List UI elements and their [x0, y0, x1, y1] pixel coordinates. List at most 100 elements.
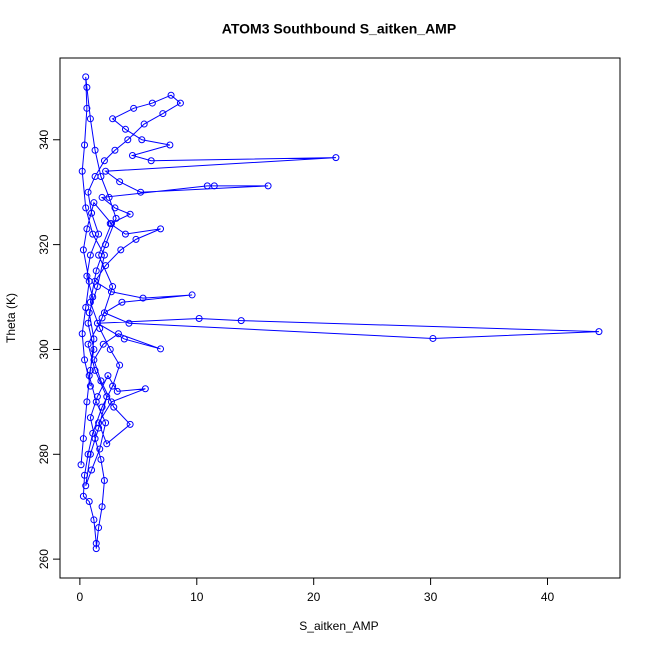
data-point [100, 477, 108, 484]
data-point [83, 83, 91, 91]
data-point [81, 356, 89, 364]
data-point [91, 146, 99, 154]
data-point [92, 539, 100, 547]
data-point [85, 309, 93, 317]
data-point [137, 188, 145, 196]
data-point [78, 330, 86, 338]
data-point [92, 398, 100, 406]
data-point [90, 356, 98, 364]
data-point [79, 492, 87, 500]
data-point [103, 440, 111, 448]
data-point [139, 294, 147, 302]
x-tick-label: 0 [77, 590, 84, 604]
data-point [91, 172, 99, 180]
data-point [429, 334, 437, 342]
data-point [116, 178, 124, 186]
data-point [113, 387, 121, 395]
y-axis-label: Theta (K) [4, 293, 18, 343]
data-point [264, 182, 272, 190]
data-point [81, 141, 89, 149]
data-point [126, 210, 134, 218]
data-point [104, 372, 112, 380]
data-point [210, 182, 218, 190]
data-point [95, 251, 103, 259]
x-tick-label: 20 [307, 590, 321, 604]
data-point [159, 110, 167, 118]
data-point [118, 298, 126, 306]
data-point [89, 293, 97, 301]
data-point [147, 157, 155, 165]
x-tick-label: 40 [541, 590, 555, 604]
data-point [81, 471, 89, 479]
data-point [112, 214, 120, 222]
data-point [99, 340, 107, 348]
data-point [109, 283, 117, 291]
data-point [84, 319, 92, 327]
data-point [120, 335, 128, 343]
data-point [88, 209, 96, 217]
data-point [85, 497, 93, 505]
data-point [107, 288, 115, 296]
data-point [92, 545, 100, 553]
data-point [109, 115, 117, 123]
data-point [97, 377, 105, 385]
x-tick-label: 30 [424, 590, 438, 604]
data-point [128, 152, 136, 159]
data-point [98, 503, 106, 511]
data-point [132, 235, 140, 243]
data-point [93, 319, 101, 327]
data-point [83, 398, 91, 406]
data-point [140, 120, 148, 128]
data-point [93, 393, 101, 401]
data-point [105, 193, 113, 201]
data-point [107, 220, 115, 228]
data-point [82, 73, 90, 81]
data-point [102, 241, 110, 249]
data-point [237, 317, 245, 325]
x-tick-label: 10 [190, 590, 204, 604]
data-point [82, 482, 90, 490]
data-point [86, 382, 94, 390]
data-point [88, 466, 96, 474]
data-point [86, 115, 94, 123]
data-point [84, 340, 92, 348]
data-point [98, 193, 106, 201]
data-point [126, 420, 134, 428]
data-point [138, 136, 146, 144]
data-point [90, 516, 98, 524]
data-point [79, 246, 87, 254]
data-point [125, 319, 133, 327]
data-point [157, 345, 165, 353]
data-point [109, 382, 117, 390]
data-point [91, 435, 99, 443]
series-line [80, 76, 599, 549]
data-point [90, 335, 98, 343]
data-point [91, 366, 99, 374]
data-point [166, 141, 174, 149]
data-point [111, 204, 119, 212]
data-point [121, 230, 129, 238]
data-point [77, 461, 85, 469]
data-point [130, 104, 138, 112]
data-point [141, 385, 149, 393]
data-point [78, 167, 86, 175]
data-point [86, 366, 94, 374]
y-tick-label: 320 [37, 234, 51, 254]
chart-title: ATOM3 Southbound S_aitken_AMP [222, 21, 456, 37]
data-point [83, 104, 91, 112]
data-point [98, 403, 106, 411]
plot-frame [59, 57, 621, 579]
data-point [95, 419, 103, 427]
y-tick-label: 340 [37, 129, 51, 149]
data-point [203, 182, 211, 190]
data-point [90, 199, 98, 207]
data-point [102, 419, 110, 427]
data-point [106, 345, 114, 353]
data-point [84, 188, 92, 196]
data-point [167, 91, 175, 99]
data-point [85, 277, 93, 285]
data-point [111, 146, 119, 154]
data-point [97, 456, 105, 464]
data-point [95, 524, 103, 532]
data-point [102, 262, 110, 270]
